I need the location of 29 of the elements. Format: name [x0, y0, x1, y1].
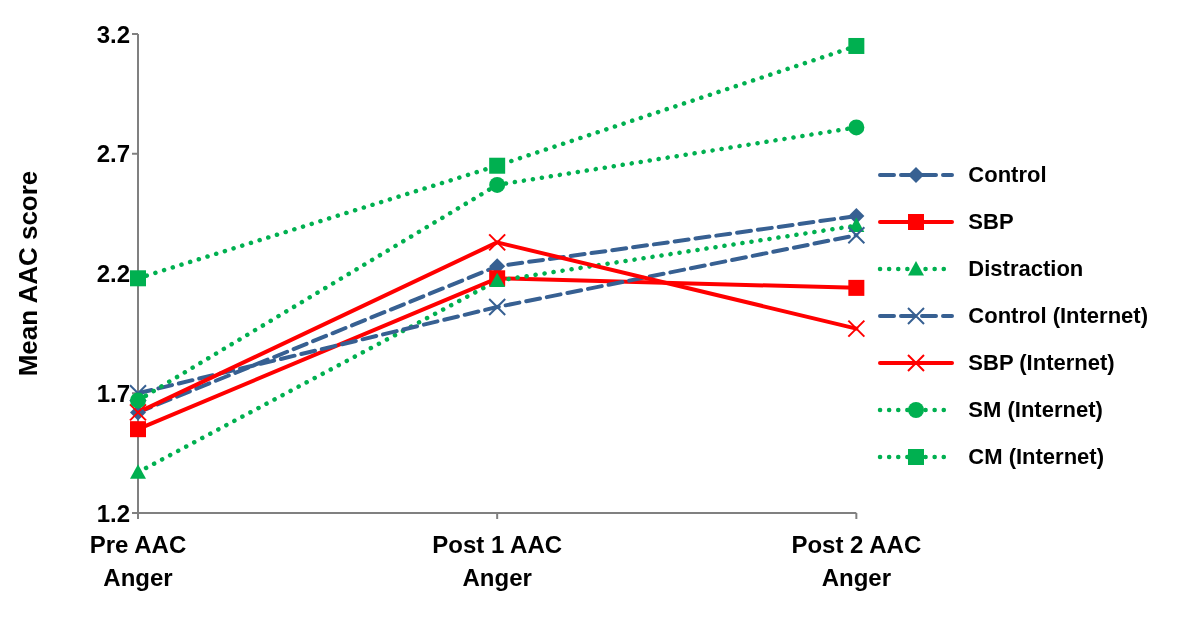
point: [488, 233, 507, 252]
x-tick-label: Pre AAC Anger: [89, 531, 187, 591]
point: [848, 279, 865, 296]
point: [847, 319, 866, 338]
point: [847, 226, 866, 245]
legend-label: CM (Internet): [968, 443, 1104, 470]
y-tick-label: 3.2: [96, 20, 130, 48]
y-tick-label: 1.2: [96, 499, 130, 527]
y-tick-label: 2.7: [96, 140, 130, 168]
point: [130, 392, 146, 409]
point: [130, 270, 146, 287]
legend-label: SBP (Internet): [968, 349, 1115, 376]
legend-label: SM (Internet): [968, 396, 1103, 423]
legend-label: Distraction: [968, 255, 1084, 282]
y-tick-label: 1.7: [96, 379, 130, 407]
x-tick-label: Post 2 AAC Anger: [791, 531, 922, 591]
x-tick-label: Post 1 AAC Anger: [432, 531, 563, 591]
y-tick-label: 2.2: [96, 260, 130, 288]
y-axis-title: Mean AAC score: [13, 170, 44, 377]
point: [848, 119, 865, 136]
point: [488, 298, 507, 317]
legend-label: Control (Internet): [968, 302, 1148, 329]
point: [130, 421, 146, 438]
point: [489, 176, 506, 193]
legend-label: SBP: [968, 208, 1014, 235]
point: [848, 37, 865, 54]
point: [489, 157, 506, 174]
legend-label: Control: [968, 161, 1047, 188]
point: [130, 464, 146, 479]
